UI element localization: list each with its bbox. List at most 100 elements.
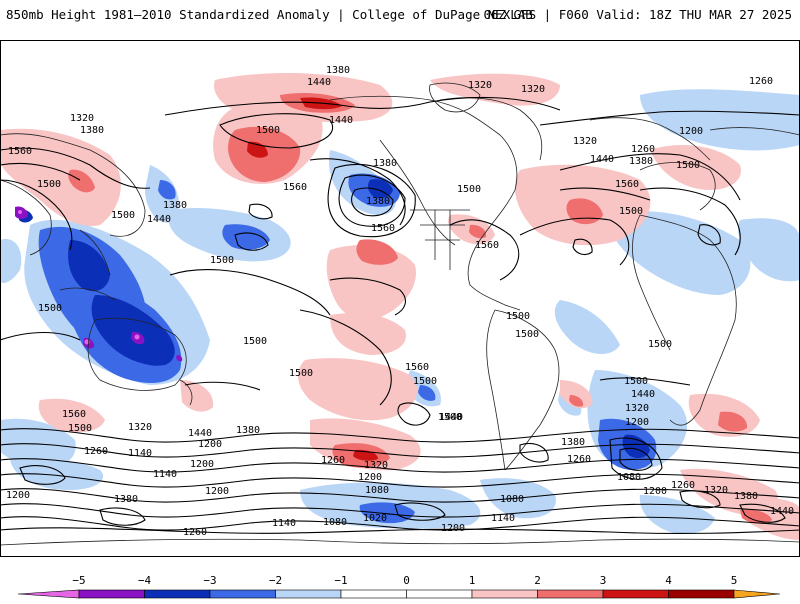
contour-label: 1440: [147, 214, 171, 225]
contour-label: 1440: [770, 506, 794, 517]
contour-label: 1380: [629, 156, 653, 167]
contour-label: 1440: [307, 77, 331, 88]
legend-tick-label: 2: [534, 574, 541, 587]
contour-label: 1380: [326, 65, 350, 76]
contour-label: 1380: [163, 200, 187, 211]
header: 850mb Height 1981–2010 Standardized Anom…: [0, 0, 800, 30]
contour-label: 1320: [70, 113, 94, 124]
contour-label: 1500: [619, 206, 643, 217]
legend-swatch: [537, 589, 604, 599]
anomaly-map: 1380 1440 1320 1320 1260 1320 1380 1560 …: [0, 40, 800, 557]
legend-bar: [17, 589, 781, 599]
legend-tick-label: 3: [600, 574, 607, 587]
legend-tick-label: −1: [334, 574, 347, 587]
contour-label: 1140: [272, 518, 296, 529]
contour-label: 1080: [500, 494, 524, 505]
contour-label: 1440: [590, 154, 614, 165]
contour-label: 1200: [190, 459, 214, 470]
contour-label: 1140: [153, 469, 177, 480]
contour-label: 1080: [617, 472, 641, 483]
contour-label: 1500: [289, 368, 313, 379]
legend-tick-label: 5: [731, 574, 738, 587]
contour-label: 1440: [329, 115, 353, 126]
contour-label: 1500: [624, 376, 648, 387]
contour-label: 1320: [573, 136, 597, 147]
contour-label: 1500: [256, 125, 280, 136]
contour-label: 1500: [413, 376, 437, 387]
coastlines: [0, 82, 800, 546]
contour-label: 1320: [364, 460, 388, 471]
map-title: 850mb Height 1981–2010 Standardized Anom…: [6, 7, 533, 22]
legend-tick-label: −2: [269, 574, 282, 587]
model-run-info: 06Z GFS | F060 Valid: 18Z THU MAR 27 202…: [483, 7, 792, 22]
contour-label: 1260: [749, 76, 773, 87]
legend-swatch: [78, 589, 145, 599]
legend-ticks: −5 −4 −3 −2 −1 0 1 2 3 4 5: [72, 574, 737, 587]
contour-label: 1500: [111, 210, 135, 221]
legend-tick-label: −4: [138, 574, 152, 587]
contour-label: 1440: [188, 428, 212, 439]
contour-label: 1200: [198, 439, 222, 450]
legend-swatch: [668, 589, 735, 599]
contour-label: 1500: [243, 336, 267, 347]
contour-label: 1500: [38, 303, 62, 314]
contour-label: 1140: [128, 448, 152, 459]
legend-svg: −5 −4 −3 −2 −1 0 1 2 3 4 5: [17, 574, 781, 599]
contour-label: 1500: [515, 329, 539, 340]
legend-tick-label: −5: [72, 574, 85, 587]
contour-label: 1380: [561, 437, 585, 448]
contour-label: 1380: [80, 125, 104, 136]
contour-label: 1320: [521, 84, 545, 95]
contour-label: 1200: [643, 486, 667, 497]
legend-tick-label: −3: [203, 574, 216, 587]
contour-label: 1260: [84, 446, 108, 457]
color-legend: −5 −4 −3 −2 −1 0 1 2 3 4 5: [0, 566, 800, 600]
contour-label: 1560: [475, 240, 499, 251]
contour-label: 1080: [365, 485, 389, 496]
contour-label: 1500: [68, 423, 92, 434]
legend-swatch: [471, 589, 538, 599]
contour-label: 1260: [567, 454, 591, 465]
contour-label: 1560: [8, 146, 32, 157]
contour-label: 1320: [704, 485, 728, 496]
contour-label: 1260: [631, 144, 655, 155]
contour-label: 1560: [405, 362, 429, 373]
legend-swatch: [406, 589, 473, 599]
contour-label: 1380: [366, 196, 390, 207]
contour-label: 1320: [625, 403, 649, 414]
contour-label: 1200: [205, 486, 229, 497]
contour-label: 1260: [671, 480, 695, 491]
contour-label: 1260: [321, 455, 345, 466]
contour-label: 1380: [373, 158, 397, 169]
contour-label: 1500: [438, 412, 462, 423]
contour-label: 1560: [62, 409, 86, 420]
contour-label: 1380: [114, 494, 138, 505]
contour-label: 1260: [183, 527, 207, 538]
contour-label: 1380: [236, 425, 260, 436]
contour-label: 1320: [468, 80, 492, 91]
legend-swatch: [144, 589, 211, 599]
contour-label: 1080: [323, 517, 347, 528]
legend-swatch: [275, 589, 342, 599]
contour-label: 1200: [6, 490, 30, 501]
contour-label: 1500: [676, 160, 700, 171]
contour-label: 1200: [679, 126, 703, 137]
contour-label: 1500: [457, 184, 481, 195]
legend-swatch: [340, 589, 407, 599]
contour-label: 1440: [439, 412, 463, 423]
legend-tick-label: 0: [403, 574, 410, 587]
contour-label: 1560: [283, 182, 307, 193]
legend-swatch: [17, 589, 80, 599]
neg5-regions: [18, 210, 140, 345]
legend-swatch: [209, 589, 276, 599]
contour-label: 1200: [358, 472, 382, 483]
contour-label: 1560: [615, 179, 639, 190]
contour-label: 1560: [371, 223, 395, 234]
legend-tick-label: 1: [469, 574, 476, 587]
contour-label: 1500: [506, 311, 530, 322]
contour-labels: 1380 1440 1320 1320 1260 1320 1380 1560 …: [6, 65, 794, 538]
contour-label: 1200: [441, 523, 465, 534]
contour-label: 1500: [37, 179, 61, 190]
contour-label: 1140: [491, 513, 515, 524]
legend-tick-label: 4: [665, 574, 672, 587]
